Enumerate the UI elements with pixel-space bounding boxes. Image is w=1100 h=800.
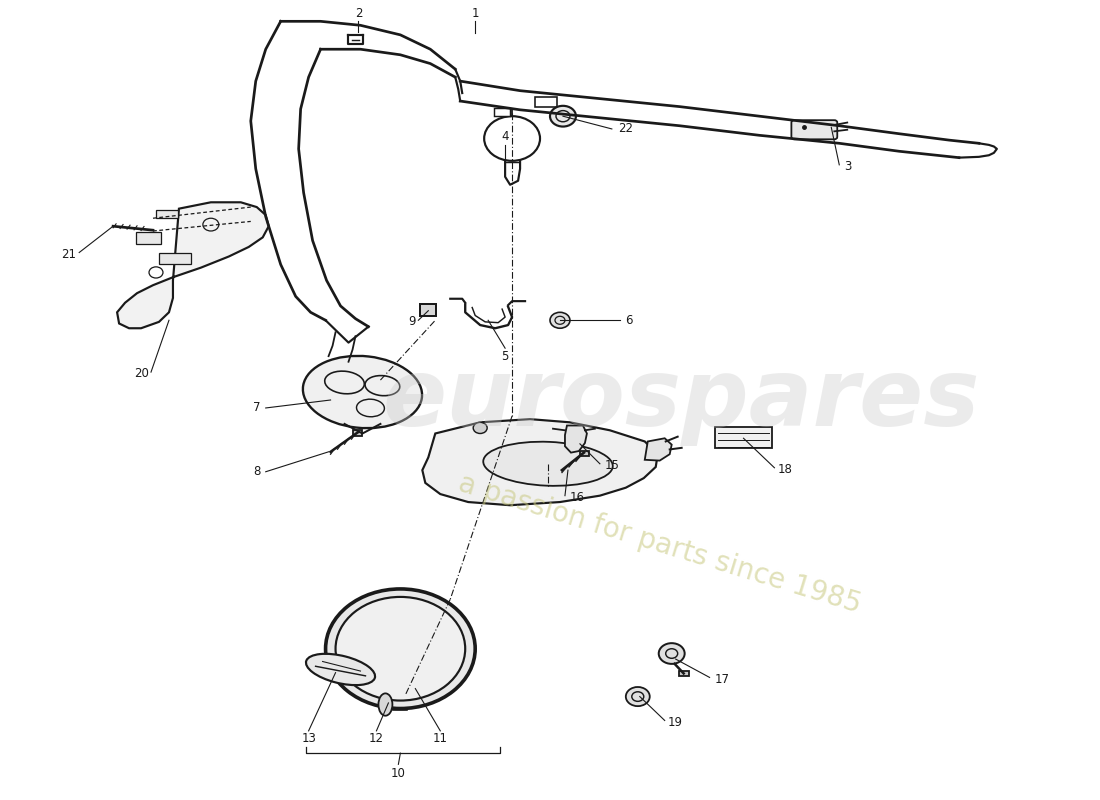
Bar	[352, 430, 363, 436]
Text: 8: 8	[253, 466, 261, 478]
Polygon shape	[645, 438, 672, 461]
Text: 1: 1	[472, 6, 478, 20]
Circle shape	[326, 589, 475, 709]
Polygon shape	[422, 419, 658, 506]
Bar	[420, 303, 437, 316]
Polygon shape	[565, 426, 587, 453]
Text: 12: 12	[368, 733, 384, 746]
Circle shape	[659, 643, 684, 664]
Bar	[156, 210, 178, 218]
Text: 10: 10	[390, 766, 406, 780]
Text: 11: 11	[432, 733, 448, 746]
Circle shape	[550, 312, 570, 328]
Ellipse shape	[306, 654, 375, 685]
Text: 20: 20	[134, 367, 148, 380]
Text: 19: 19	[668, 715, 683, 729]
Bar	[580, 451, 588, 456]
Bar	[136, 232, 161, 244]
Text: 3: 3	[845, 160, 851, 173]
Text: eurospares: eurospares	[383, 354, 980, 446]
Text: 16: 16	[570, 490, 585, 504]
Text: 15: 15	[605, 459, 619, 472]
Text: 13: 13	[301, 733, 316, 746]
Circle shape	[626, 687, 650, 706]
Text: 18: 18	[778, 463, 792, 476]
Text: 9: 9	[408, 315, 416, 328]
Text: 7: 7	[253, 402, 261, 414]
Text: 21: 21	[62, 248, 76, 261]
Text: 6: 6	[625, 314, 632, 326]
Text: 4: 4	[502, 130, 509, 143]
Text: 2: 2	[354, 6, 362, 20]
Bar	[535, 97, 557, 106]
Polygon shape	[117, 202, 268, 328]
Bar	[160, 254, 191, 265]
Bar	[715, 427, 772, 448]
Circle shape	[473, 422, 487, 434]
Ellipse shape	[483, 442, 613, 486]
Bar	[679, 671, 689, 676]
Ellipse shape	[378, 694, 393, 716]
Text: a passion for parts since 1985: a passion for parts since 1985	[455, 469, 865, 618]
Ellipse shape	[302, 356, 422, 428]
FancyBboxPatch shape	[791, 120, 837, 139]
Text: 17: 17	[715, 673, 729, 686]
Text: 5: 5	[502, 350, 509, 362]
Circle shape	[336, 597, 465, 701]
Text: 22: 22	[618, 122, 632, 135]
Circle shape	[550, 106, 576, 126]
Bar	[494, 108, 510, 116]
